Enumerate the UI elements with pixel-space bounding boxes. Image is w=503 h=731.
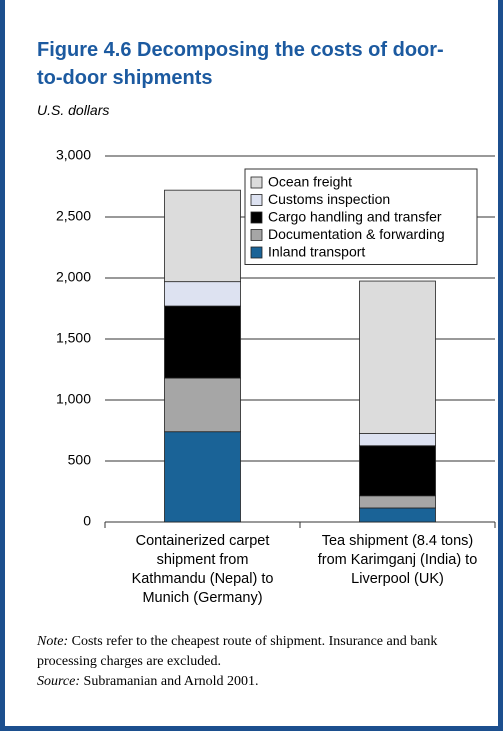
bar-segment <box>164 281 241 307</box>
source: Source: Subramanian and Arnold 2001. <box>37 672 477 692</box>
chart-title: Figure 4.6 Decomposing the costs of door… <box>37 39 444 89</box>
bar-segment <box>359 433 436 447</box>
legend-label: Ocean freight <box>268 174 352 190</box>
x-tick-label: Containerized carpet shipment from Kathm… <box>131 533 274 606</box>
y-axis-label: U.S. dollars <box>37 102 110 118</box>
y-tick-label: 2,000 <box>56 269 91 285</box>
bar-segment <box>359 280 436 434</box>
legend-label: Documentation & forwarding <box>268 226 445 242</box>
legend-swatch <box>250 229 263 241</box>
bar-segment <box>359 507 436 523</box>
chart: 0 500 1,000 1,500 2,000 2,500 3,000 Ocean freig… <box>56 147 496 529</box>
bar-segment <box>164 305 241 379</box>
legend-swatch <box>250 194 263 206</box>
x-tick-label: Tea shipment (8.4 tons) from Karimganj (… <box>317 533 478 587</box>
bar-segment <box>164 377 241 433</box>
y-tick-label: 0 <box>83 513 91 529</box>
bar-segment <box>359 495 436 509</box>
bar-segment <box>164 431 241 523</box>
notes: Note: Costs refer to the cheapest route … <box>37 632 477 692</box>
bar-segment <box>359 445 436 497</box>
legend-swatch <box>250 176 263 189</box>
y-tick-label: 500 <box>68 452 92 468</box>
y-tick-label: 1,000 <box>56 391 91 407</box>
source-label: Source: <box>37 674 81 689</box>
note-label: Note: <box>37 634 69 649</box>
bar-segment <box>164 189 241 283</box>
legend-swatch <box>250 246 263 259</box>
y-tick-label: 2,500 <box>56 208 91 224</box>
legend-box <box>244 168 478 265</box>
legend-label: Inland transport <box>268 244 365 260</box>
legend-label: Customs inspection <box>268 191 390 207</box>
y-tick-label: 3,000 <box>56 147 91 163</box>
legend-swatch <box>250 211 263 224</box>
y-tick-label: 1,500 <box>56 330 91 346</box>
note-text: Costs refer to the cheapest route of shi… <box>37 634 438 669</box>
note: Note: Costs refer to the cheapest route … <box>37 632 477 672</box>
legend-label: Cargo handling and transfer <box>268 209 442 225</box>
source-text: Subramanian and Arnold 2001. <box>83 674 259 689</box>
